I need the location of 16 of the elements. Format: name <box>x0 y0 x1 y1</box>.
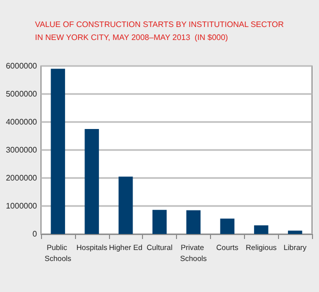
bar <box>118 176 133 234</box>
y-tick-label: 4000000 <box>6 118 38 126</box>
bar <box>254 225 268 234</box>
y-tick-label: 5000000 <box>6 90 38 98</box>
bar <box>220 218 234 234</box>
y-tick-label: 2000000 <box>6 174 38 182</box>
bar <box>186 210 201 234</box>
bar <box>50 68 66 234</box>
y-tick-label: 1000000 <box>6 202 38 210</box>
bar <box>288 230 302 234</box>
y-tick-label: 0 <box>32 230 38 238</box>
y-tick-label: 6000000 <box>6 62 38 70</box>
chart-title: VALUE OF CONSTRUCTION STARTS BY INSTITUTIONAL SECTOR IN NEW YORK CITY, MAY 2008–MAY 2013 (IN $000) <box>35 20 284 42</box>
y-tick-label: 3000000 <box>6 146 38 154</box>
bar <box>84 129 99 234</box>
bar <box>152 210 167 234</box>
